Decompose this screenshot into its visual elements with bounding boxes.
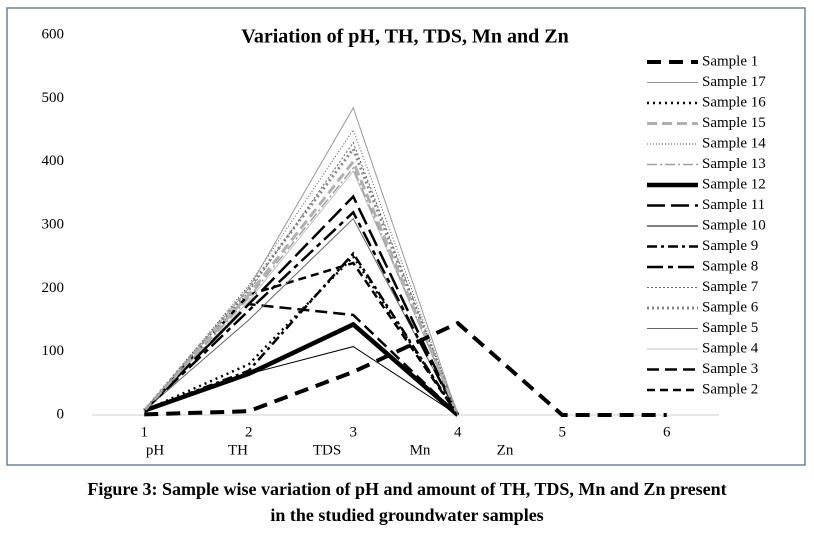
data-line	[143, 251, 459, 416]
legend-label: Sample 2	[702, 381, 758, 397]
legend-label: Sample 13	[702, 156, 766, 172]
x-secondary-label: Mn	[410, 442, 431, 458]
legend-label: Sample 1	[702, 53, 758, 69]
data-line	[143, 321, 460, 417]
data-line	[143, 158, 460, 416]
x-tick-label: 5	[559, 424, 567, 440]
legend-label: Sample 15	[702, 115, 766, 131]
legend-label: Sample 9	[702, 238, 758, 254]
legend-label: Sample 16	[702, 94, 766, 110]
y-tick-label: 0	[57, 406, 65, 422]
legend-label: Sample 17	[702, 74, 766, 90]
y-tick-label: 300	[42, 216, 65, 232]
chart-title: Variation of pH, TH, TDS, Mn and Zn	[241, 26, 569, 48]
x-secondary-label: TDS	[313, 442, 341, 458]
x-tick-label: 1	[141, 424, 149, 440]
x-tick-label: 2	[245, 424, 253, 440]
y-tick-label: 200	[42, 280, 65, 296]
legend-label: Sample 8	[702, 258, 758, 274]
x-secondary-label: Zn	[497, 442, 514, 458]
data-line	[143, 217, 459, 416]
x-tick-label: 3	[350, 424, 358, 440]
data-line	[143, 166, 459, 416]
x-tick-label: 4	[454, 424, 462, 440]
legend-label: Sample 10	[702, 217, 766, 233]
data-line	[143, 128, 459, 416]
data-line	[143, 106, 459, 416]
x-secondary-label: pH	[146, 442, 165, 458]
legend-label: Sample 4	[702, 340, 759, 356]
legend-label: Sample 14	[702, 135, 766, 151]
data-line	[144, 320, 667, 417]
y-tick-label: 100	[42, 343, 65, 359]
y-tick-label: 600	[42, 26, 65, 42]
data-line	[143, 141, 459, 416]
caption: in the studied groundwater samples	[270, 505, 543, 525]
x-tick-label: 6	[663, 424, 671, 440]
legend-label: Sample 7	[702, 279, 759, 295]
chart-border	[6, 7, 806, 466]
legend-label: Sample 3	[702, 361, 758, 377]
legend-label: Sample 5	[702, 320, 758, 336]
data-line	[143, 210, 459, 416]
data-line	[143, 194, 459, 416]
legend-label: Sample 6	[702, 299, 759, 315]
legend-label: Sample 11	[702, 197, 765, 213]
legend-label: Sample 12	[702, 176, 766, 192]
caption: Figure 3: Sample wise variation of pH an…	[87, 479, 726, 499]
y-tick-label: 500	[42, 90, 65, 106]
x-secondary-label: TH	[228, 442, 248, 458]
y-tick-label: 400	[42, 153, 65, 169]
